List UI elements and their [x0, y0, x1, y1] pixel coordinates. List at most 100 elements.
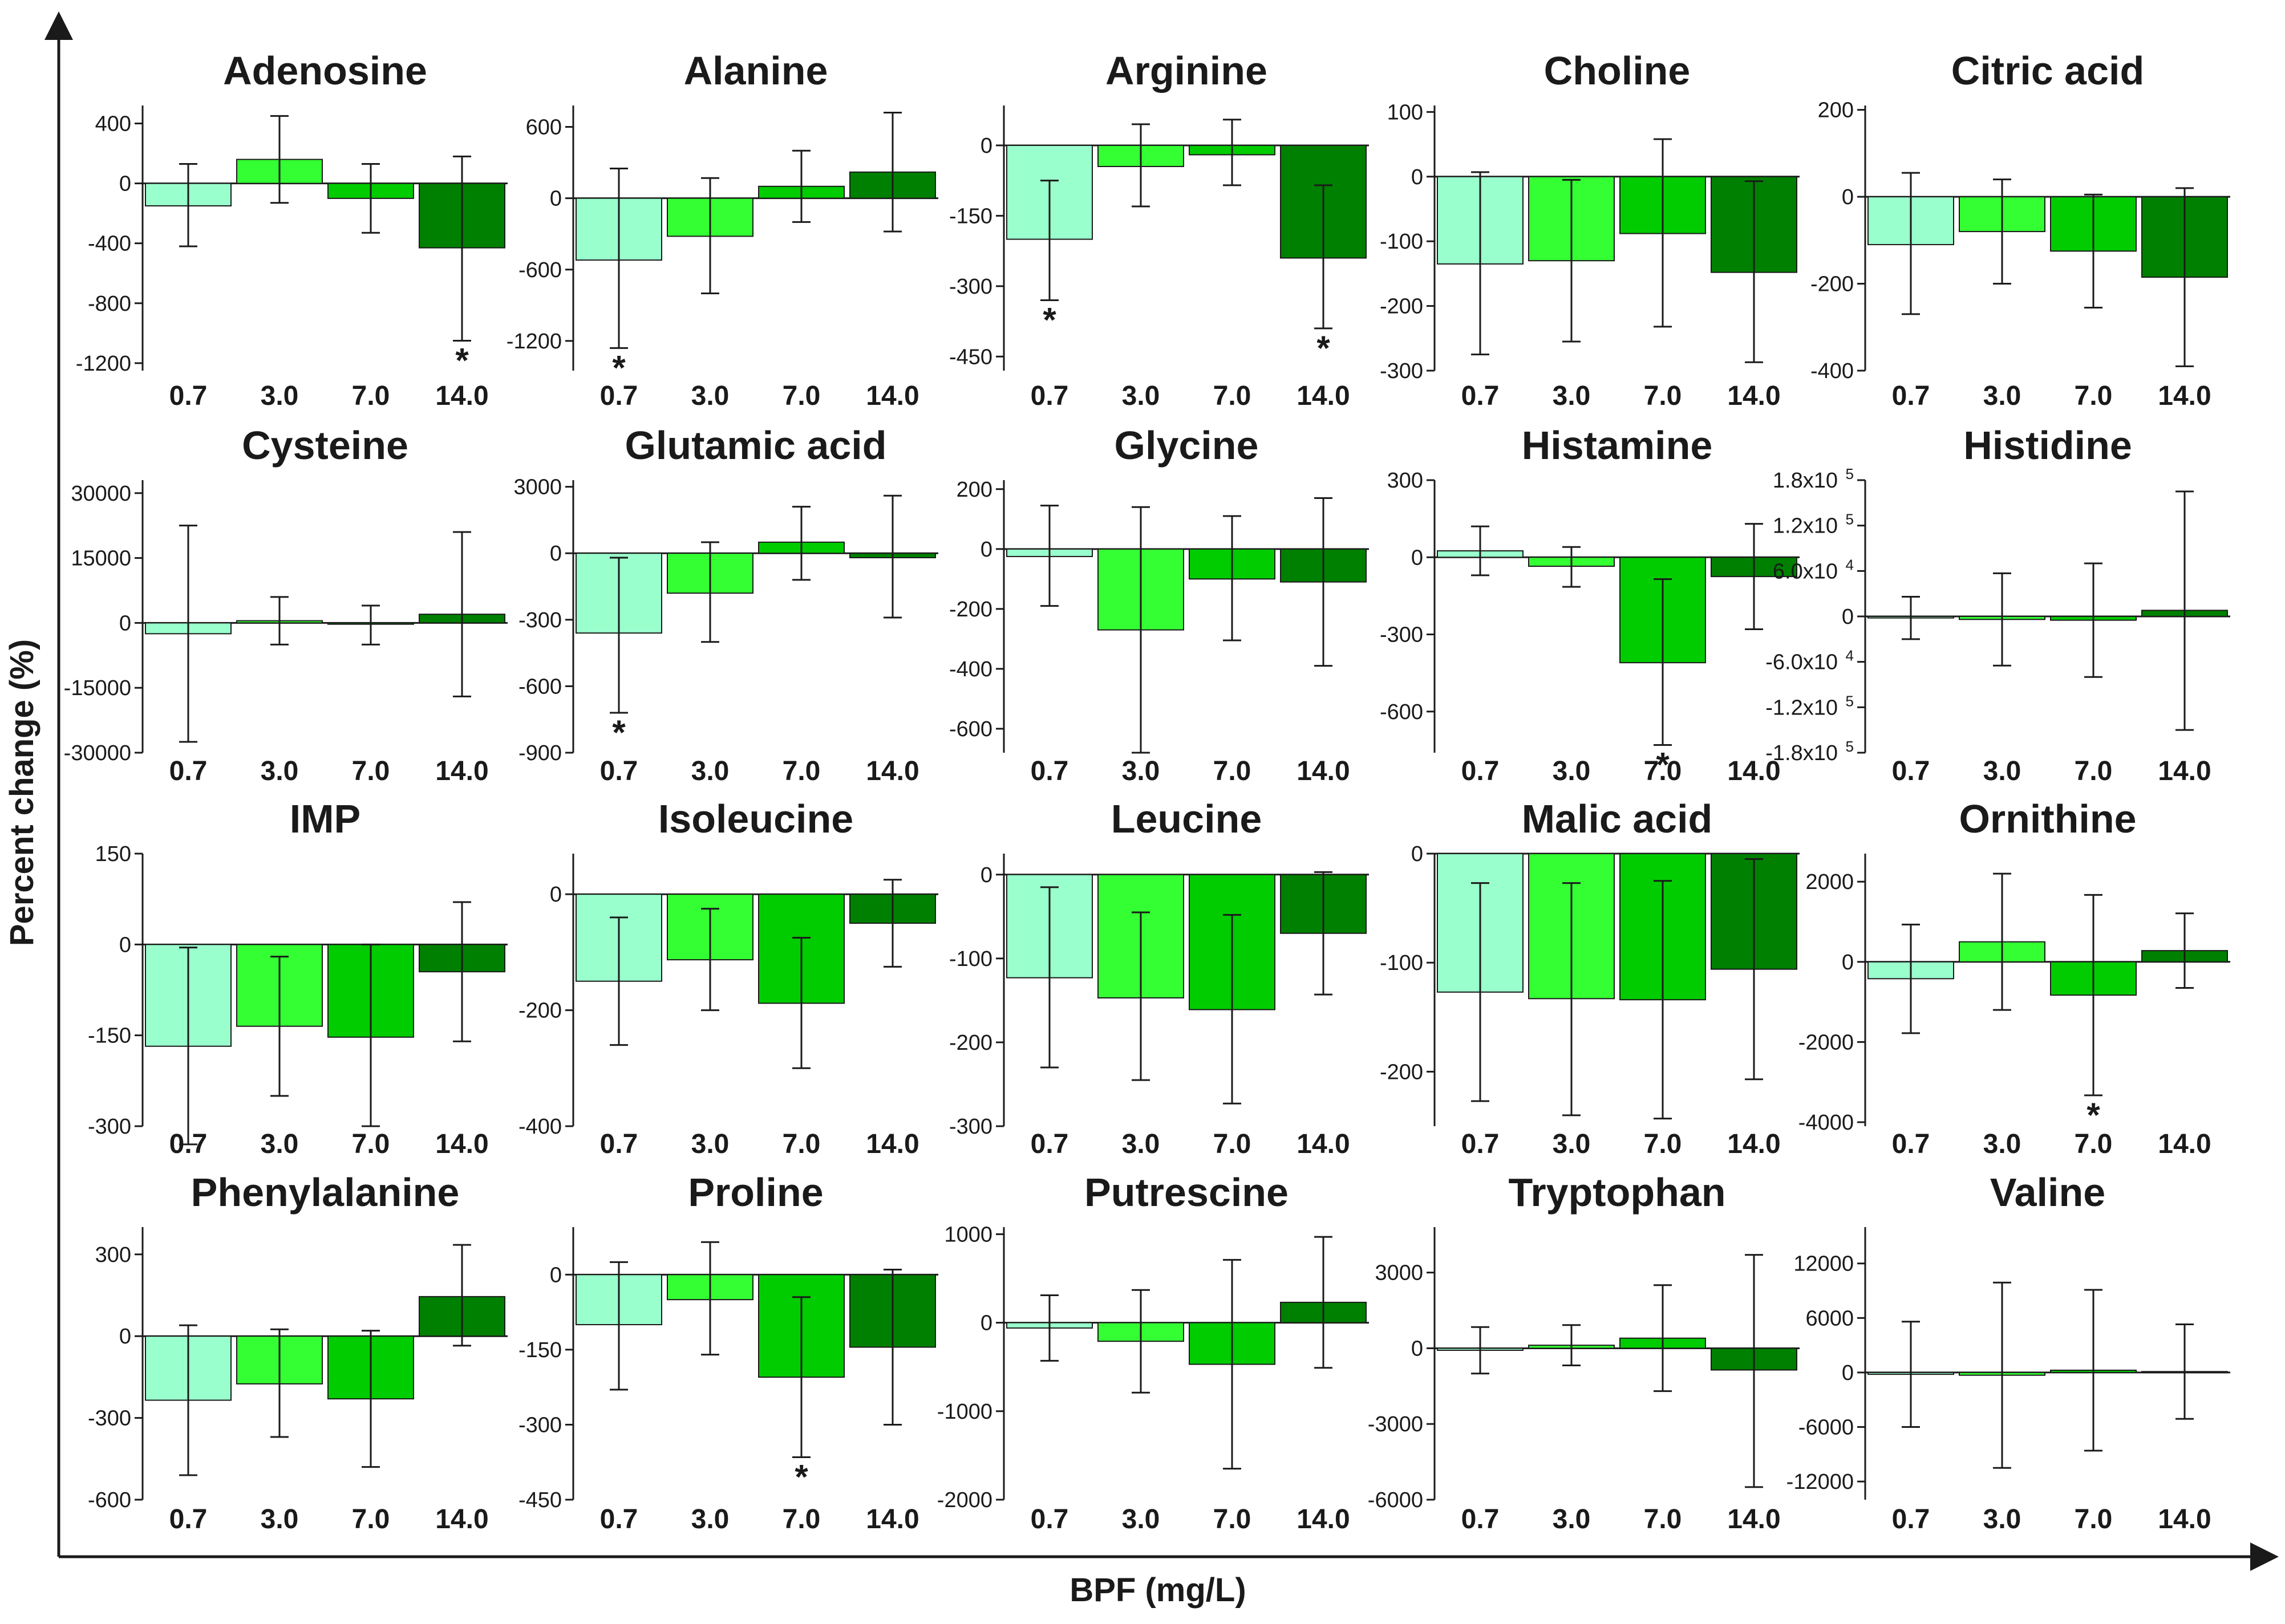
significance-star: *	[612, 348, 626, 387]
x-tick-label: 7.0	[2075, 1129, 2113, 1159]
x-tick-label: 0.7	[1892, 381, 1930, 411]
y-tick-label: -150	[949, 204, 992, 228]
y-tick-label: -600	[88, 1488, 131, 1512]
y-tick-label: 3000	[1375, 1261, 1423, 1285]
y-tick-label: -6000	[1368, 1488, 1423, 1512]
significance-star: *	[455, 341, 469, 379]
y-tick-label: -150	[88, 1024, 131, 1048]
x-tick-label: 0.7	[1892, 1504, 1930, 1534]
y-tick-label: -600	[1380, 700, 1423, 724]
y-tick-label: 0	[981, 134, 992, 158]
panel-title: Proline	[688, 1170, 823, 1215]
x-tick-label: 14.0	[866, 381, 919, 411]
panel-choline: Choline 100 0 -100 -200 -300 0.7 3.0 7.0 14.0	[1380, 48, 1800, 411]
panel-phenylalanine: Phenylalanine 300 0 -300 -600 0.7 3.0 7.0 14.0	[88, 1170, 508, 1534]
x-tick-label: 14.0	[866, 1504, 919, 1534]
x-tick-label: 3.0	[1122, 1504, 1160, 1534]
x-tick-label: 14.0	[435, 1129, 488, 1159]
panel-title: Phenylalanine	[191, 1170, 460, 1215]
x-tick-label: 7.0	[2075, 1504, 2113, 1534]
y-tick-label: -300	[949, 1115, 992, 1139]
x-tick-label: 0.7	[600, 1129, 638, 1159]
y-tick-label: -1200	[507, 330, 562, 354]
y-tick-label: -1.8x10	[1765, 741, 1838, 765]
significance-star: *	[612, 713, 626, 752]
y-tick-label: -100	[1380, 230, 1423, 254]
panel-title: Isoleucine	[658, 797, 853, 841]
x-tick-label: 0.7	[1031, 381, 1069, 411]
panel-leucine: Leucine 0 -100 -200 -300 0.7 3.0 7.0 14.0	[949, 797, 1369, 1159]
x-tick-label: 7.0	[1644, 1504, 1682, 1534]
y-tick-label: -100	[1380, 951, 1423, 975]
y-tick-label: 0	[1842, 605, 1854, 629]
panel-arginine: Arginine 0 -150 -300 -450 * 0.7 3.0 7.0 * 14.0	[949, 48, 1369, 411]
y-tick-label: -600	[949, 717, 992, 741]
panel-tryptophan: Tryptophan 3000 0 -3000 -6000 0.7 3.0 7.0 14.0	[1368, 1170, 1800, 1534]
panel-isoleucine: Isoleucine 0 -200 -400 0.7 3.0 7.0 14.0	[518, 797, 938, 1159]
panel-title: Leucine	[1111, 797, 1262, 841]
x-tick-label: 14.0	[2158, 756, 2211, 786]
x-tick-label: 0.7	[169, 1129, 208, 1159]
y-tick-label: -450	[949, 345, 992, 369]
y-tick-label: -15000	[64, 676, 131, 700]
x-tick-label: 14.0	[435, 756, 488, 786]
y-tick-label: -200	[1380, 1060, 1423, 1084]
y-tick-exponent: 5	[1846, 738, 1854, 755]
x-tick-label: 7.0	[352, 1129, 390, 1159]
x-tick-label: 3.0	[691, 1129, 730, 1159]
x-tick-label: 0.7	[1461, 756, 1500, 786]
panel-title: Adenosine	[223, 48, 427, 93]
x-tick-label: 7.0	[352, 1504, 390, 1534]
x-tick-label: 14.0	[1727, 1129, 1780, 1159]
y-tick-label: 1.2x10	[1773, 514, 1838, 538]
y-tick-label: 200	[1818, 99, 1854, 123]
x-tick-label: 3.0	[1122, 756, 1160, 786]
y-tick-label: -300	[88, 1115, 131, 1139]
x-tick-label: 3.0	[691, 381, 730, 411]
y-tick-exponent: 5	[1846, 465, 1854, 482]
y-tick-label: 0	[119, 933, 131, 957]
panel-cysteine: Cysteine 30000 15000 0 -15000 -30000 0.7 3.0 7.0…	[64, 423, 508, 786]
panel-title: Cysteine	[242, 423, 408, 468]
x-tick-label: 0.7	[169, 756, 208, 786]
x-tick-label: 0.7	[600, 381, 638, 411]
y-tick-label: -2000	[937, 1488, 992, 1512]
panel-ornithine: Ornithine 2000 0 -2000 -4000 0.7 3.0 *7.0 14.0	[1798, 797, 2230, 1159]
y-tick-label: 0	[1842, 1361, 1854, 1385]
x-tick-label: 0.7	[1892, 756, 1930, 786]
x-tick-label: 7.0	[783, 381, 821, 411]
y-tick-label: 0	[1411, 1337, 1423, 1361]
y-tick-label: -200	[949, 598, 992, 622]
panel-title: Tryptophan	[1508, 1170, 1725, 1215]
y-tick-label: 0	[1842, 185, 1854, 209]
y-tick-label: 30000	[71, 482, 131, 506]
y-tick-label: -450	[518, 1488, 562, 1512]
y-tick-label: -300	[1380, 359, 1423, 383]
y-tick-label: -300	[518, 1413, 562, 1437]
panel-title: Glycine	[1115, 423, 1259, 468]
x-tick-label: 14.0	[866, 756, 919, 786]
panel-histamine: Histamine 300 0 -300 -600 0.7 3.0 *7.0 14.0	[1380, 423, 1800, 786]
significance-star: *	[1656, 745, 1670, 783]
panel-title: Histamine	[1522, 423, 1713, 468]
y-tick-label: -400	[1810, 359, 1854, 383]
y-tick-label: 0	[119, 172, 131, 196]
y-tick-label: -1000	[937, 1400, 992, 1424]
y-tick-label: 1000	[944, 1223, 992, 1247]
x-tick-label: 0.7	[1031, 1504, 1069, 1534]
y-tick-label: -100	[949, 947, 992, 971]
y-tick-label: 0	[981, 1312, 992, 1335]
y-tick-label: 300	[1387, 469, 1423, 493]
x-tick-label: 0.7	[600, 1504, 638, 1534]
x-tick-label: 3.0	[1122, 1129, 1160, 1159]
panel-glycine: Glycine 200 0 -200 -400 -600 0.7 3.0 7.0 14.0	[949, 423, 1369, 786]
panel-citric-acid: Citric acid 200 0 -200 -400 0.7 3.0 7.0 14.0	[1810, 48, 2230, 411]
y-tick-label: 600	[526, 116, 562, 140]
x-tick-label: 7.0	[2075, 381, 2113, 411]
y-tick-label: 6.0x10	[1773, 559, 1838, 583]
y-tick-label: -30000	[64, 741, 131, 765]
y-tick-label: -300	[949, 275, 992, 299]
x-tick-label: 14.0	[1297, 1129, 1350, 1159]
y-tick-label: -4000	[1798, 1111, 1854, 1135]
x-tick-label: 7.0	[783, 1504, 821, 1534]
